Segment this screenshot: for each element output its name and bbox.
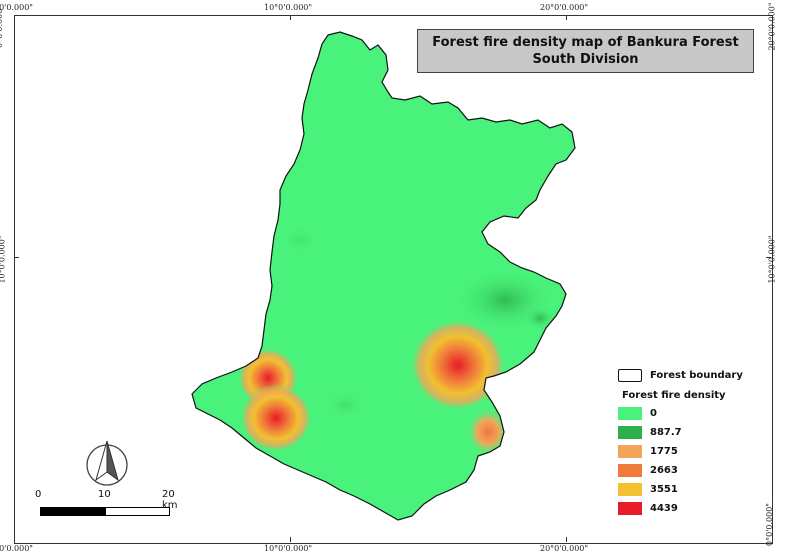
scale-bar: 0 10 20 km bbox=[35, 489, 178, 519]
tick-bottom-right bbox=[566, 537, 567, 542]
scale-label-10: 10 bbox=[98, 489, 111, 500]
legend-label-5: 4439 bbox=[650, 502, 678, 514]
scale-label-0: 0 bbox=[35, 489, 42, 500]
map-title-line1: Forest fire density map of Bankura Fores… bbox=[432, 35, 739, 50]
map-title-line2: South Division bbox=[532, 52, 639, 67]
north-arrow-icon bbox=[86, 440, 128, 486]
legend-boundary-label: Forest boundary bbox=[650, 369, 743, 381]
tick-bottom-mid bbox=[290, 537, 291, 542]
legend-label-0: 0 bbox=[650, 407, 657, 419]
legend-swatch-3 bbox=[618, 463, 642, 477]
legend-density-title: Forest fire density bbox=[622, 390, 726, 401]
scale-segment-white bbox=[105, 507, 170, 516]
tick-right-mid bbox=[766, 257, 771, 258]
legend-class-3: 2663 bbox=[618, 463, 678, 477]
scale-label-20: 20 km bbox=[162, 489, 178, 511]
coord-top-mid: 10°0'0.000" bbox=[264, 3, 313, 12]
legend-label-3: 2663 bbox=[650, 464, 678, 476]
legend-label-1: 887.7 bbox=[650, 426, 682, 438]
map-title-box: Forest fire density map of Bankura Fores… bbox=[417, 29, 754, 73]
coord-bottom-right: 20°0'0.000" bbox=[540, 544, 589, 553]
legend-label-2: 1775 bbox=[650, 445, 678, 457]
legend-class-2: 1775 bbox=[618, 444, 678, 458]
coord-top-left: 0°0'0.000" bbox=[0, 3, 33, 12]
legend-label-4: 3551 bbox=[650, 483, 678, 495]
legend-swatch-2 bbox=[618, 444, 642, 458]
coord-top-right: 20°0'0.000" bbox=[540, 3, 589, 12]
legend-class-0: 0 bbox=[618, 406, 657, 420]
legend-class-4: 3551 bbox=[618, 482, 678, 496]
legend-class-5: 4439 bbox=[618, 501, 678, 515]
tick-top-right bbox=[566, 15, 567, 20]
coord-bottom-mid: 10°0'0.000" bbox=[264, 544, 313, 553]
legend-swatch-0 bbox=[618, 406, 642, 420]
legend-swatch-5 bbox=[618, 501, 642, 515]
legend-swatch-1 bbox=[618, 425, 642, 439]
scale-segment-black bbox=[40, 507, 107, 516]
boundary-swatch bbox=[618, 368, 642, 382]
legend-class-1: 887.7 bbox=[618, 425, 682, 439]
legend-boundary: Forest boundary bbox=[618, 368, 743, 382]
legend-swatch-4 bbox=[618, 482, 642, 496]
tick-top-mid bbox=[290, 15, 291, 20]
coord-bottom-left: 0°0'0.000" bbox=[0, 544, 33, 553]
tick-left-mid bbox=[14, 257, 19, 258]
